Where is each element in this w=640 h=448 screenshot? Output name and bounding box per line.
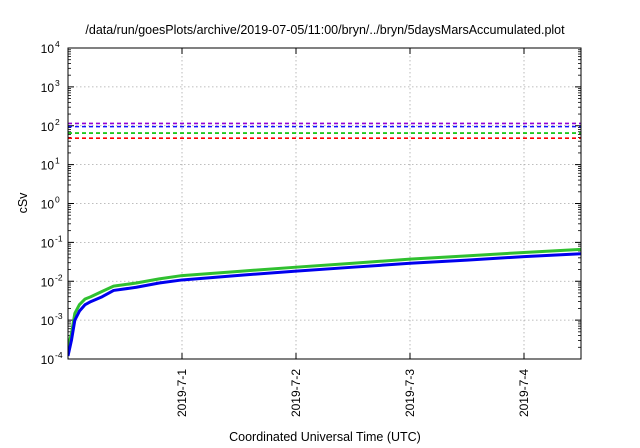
y-tick-exponent: 3 <box>55 78 60 88</box>
y-tick-label: 10 <box>41 353 55 367</box>
y-tick-label: 10 <box>41 275 55 289</box>
x-tick-label: 2019-7-2 <box>289 369 303 417</box>
reference-lines <box>68 122 581 139</box>
y-tick-label: 10 <box>41 120 55 134</box>
series-line <box>68 252 581 357</box>
y-tick-label: 10 <box>41 42 55 56</box>
y-tick-exponent: -4 <box>55 350 63 360</box>
y-tick-exponent: -2 <box>55 272 63 282</box>
series-layer <box>68 247 581 357</box>
y-tick-exponent: 1 <box>55 156 60 166</box>
grid <box>68 47 581 360</box>
y-tick-exponent: 0 <box>55 195 60 205</box>
y-tick-exponent: 4 <box>55 39 60 49</box>
x-tick-label: 2019-7-3 <box>403 369 417 417</box>
y-tick-exponent: -3 <box>55 311 63 321</box>
chart-title: /data/run/goesPlots/archive/2019-07-05/1… <box>85 23 565 37</box>
x-tick-labels: 2019-7-1 2019-7-2 2019-7-3 2019-7-4 <box>175 369 531 417</box>
y-tick-exponent: 2 <box>55 117 60 127</box>
x-axis-label: Coordinated Universal Time (UTC) <box>229 430 421 444</box>
y-tick-label: 10 <box>41 81 55 95</box>
y-tick-label: 10 <box>41 236 55 250</box>
plot-frame <box>67 47 582 360</box>
x-tick-label: 2019-7-1 <box>175 369 189 417</box>
y-tick-label: 10 <box>41 198 55 212</box>
x-tick-label: 2019-7-4 <box>517 369 531 417</box>
y-tick-label: 10 <box>41 314 55 328</box>
y-axis-label: cSv <box>16 192 30 214</box>
series-line <box>68 247 581 348</box>
y-tick-exponent: -1 <box>55 233 63 243</box>
y-tick-label: 10 <box>41 159 55 173</box>
